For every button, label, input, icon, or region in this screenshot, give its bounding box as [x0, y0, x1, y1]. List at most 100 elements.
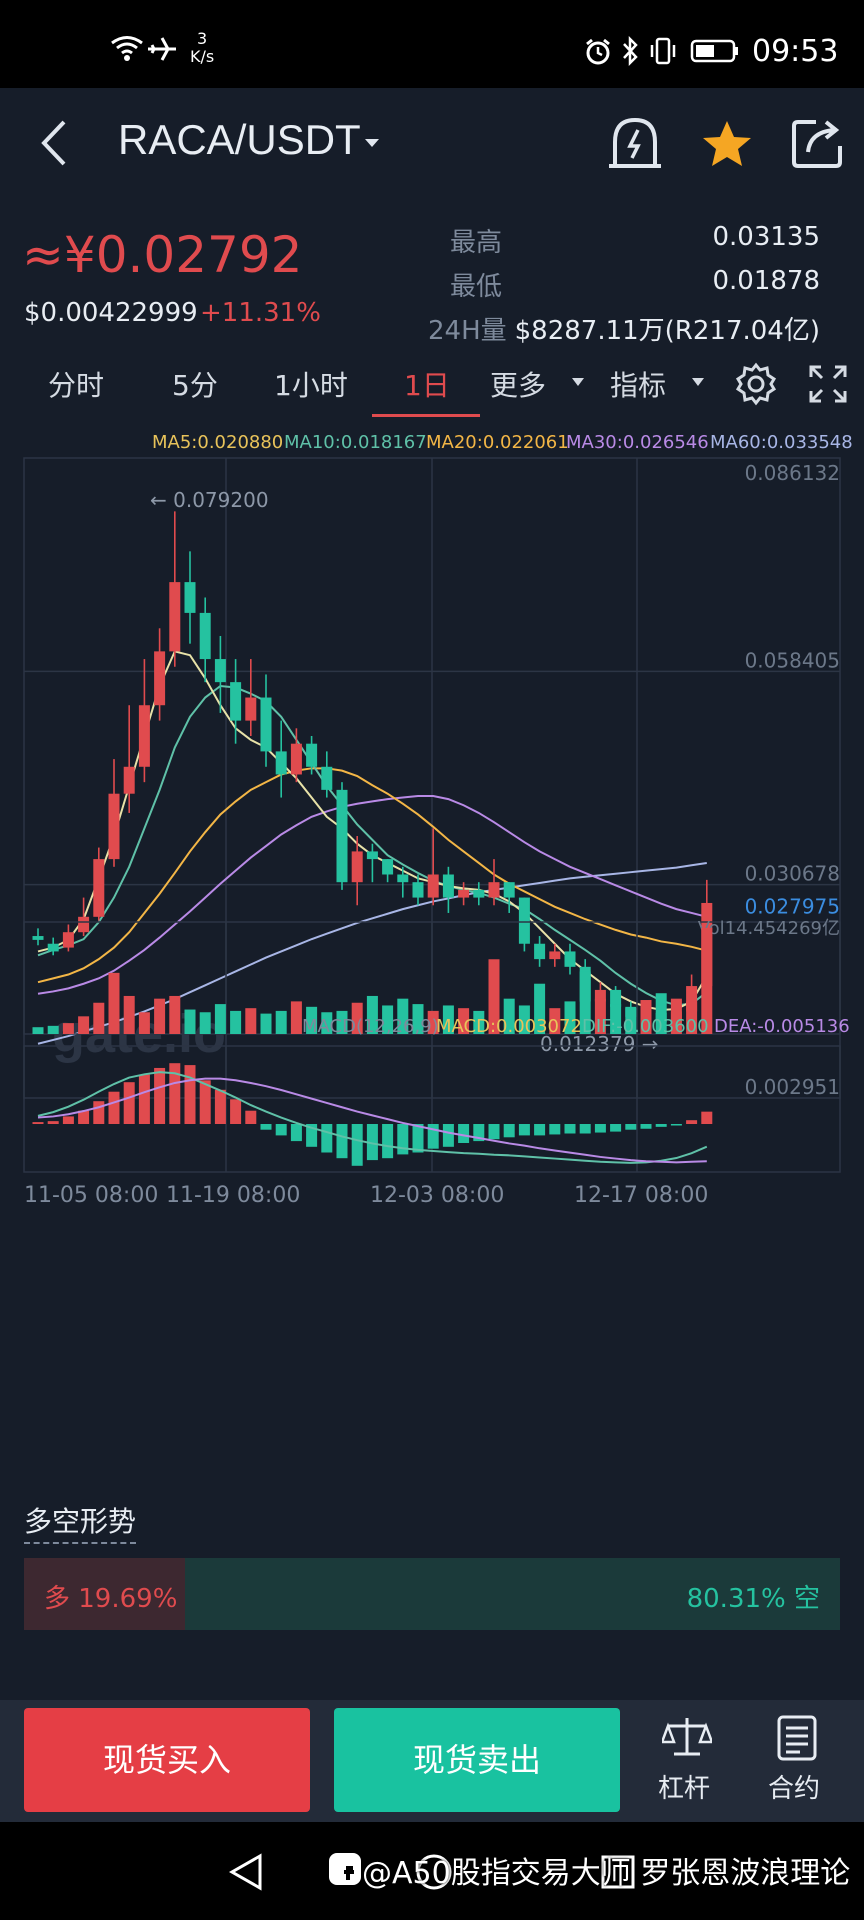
nav-back-icon[interactable] [226, 1852, 266, 1892]
macd-bar [427, 1124, 439, 1149]
macd-legend-label: DEA:-0.005136 [714, 1016, 850, 1037]
macd-bar [290, 1124, 302, 1142]
ma-legend: MA5:0.020880 MA10:0.018167 MA20:0.022061… [0, 428, 864, 456]
candle-body [230, 682, 242, 721]
fullscreen-icon[interactable] [808, 364, 848, 404]
ma5-label: MA5:0.020880 [152, 432, 284, 453]
macd-bar [154, 1067, 166, 1124]
low-value: 0.01878 [712, 266, 820, 296]
share-icon[interactable] [790, 114, 846, 170]
macd-bar [336, 1124, 348, 1159]
x-tick-label: 11-05 08:00 [24, 1183, 158, 1208]
timeframe-tabs: 分时 5分 1小时 1日 更多 指标 [0, 350, 864, 422]
volume-bar [534, 983, 546, 1034]
volume-bar [290, 1001, 302, 1034]
volume-bar [640, 1000, 652, 1034]
back-icon[interactable] [36, 118, 70, 168]
y-tick-label: 0.086132 [745, 461, 840, 485]
candle-body [518, 897, 530, 944]
volume-bar [260, 1013, 272, 1034]
nav-recents-icon[interactable] [598, 1852, 638, 1892]
max-price-annotation: ← 0.079200 [150, 488, 269, 512]
volume-bar [701, 928, 713, 1034]
quote-panel: ≈¥0.02792 $0.00422999 +11.31% 最高 0.03135… [0, 200, 864, 350]
candle-body [184, 582, 196, 613]
macd-bar [108, 1091, 120, 1124]
contract-button[interactable]: 合约 [750, 1710, 844, 1810]
contract-label: 合约 [768, 1774, 821, 1804]
nav-home-icon[interactable] [414, 1852, 454, 1892]
macd-bar [32, 1122, 44, 1124]
settings-gear-icon[interactable] [734, 362, 778, 406]
candle-body [275, 751, 287, 775]
volume-bar [32, 1027, 44, 1034]
more-chevron-icon [572, 378, 584, 386]
macd-bar [412, 1124, 424, 1153]
tab-1day[interactable]: 1日 [404, 369, 450, 402]
macd-bar [245, 1110, 257, 1124]
macd-bar [138, 1074, 150, 1124]
short-label: 80.31% 空 [686, 1584, 820, 1614]
volume-bar [686, 1001, 698, 1034]
x-tick-label: 11-19 08:00 [166, 1183, 300, 1208]
macd-bar [473, 1124, 485, 1142]
macd-bar [78, 1110, 90, 1124]
candle-body [93, 859, 105, 917]
candle-body [138, 705, 150, 767]
candle-body [108, 793, 120, 860]
macd-bar [260, 1124, 272, 1130]
volume-bar [184, 1009, 196, 1034]
volume-bar [245, 1008, 257, 1034]
pair-title[interactable]: RACA/USDT [118, 116, 361, 163]
macd-bar [199, 1080, 211, 1124]
volume-bar [473, 1010, 485, 1034]
macd-bar [640, 1124, 652, 1129]
ma60-line [37, 861, 707, 1045]
volume-bar [549, 1008, 561, 1034]
price-alert-icon[interactable] [606, 112, 664, 174]
macd-bar [123, 1082, 135, 1124]
tab-1hour[interactable]: 1小时 [274, 369, 348, 402]
chevron-down-icon[interactable] [362, 136, 382, 150]
action-bar: 现货买入 现货卖出 杠杆 合约 [0, 1700, 864, 1822]
macd-bar [655, 1124, 667, 1127]
kline-chart[interactable]: 0.0861320.0584050.0306780.002951gate.io←… [0, 452, 864, 1472]
dea-line [37, 1077, 707, 1164]
candle-body [245, 697, 257, 721]
volume-bar [351, 1002, 363, 1034]
tab-more[interactable]: 更多 [490, 369, 547, 402]
volume-bar [321, 1012, 333, 1034]
candle-body [62, 932, 74, 948]
tab-indicator[interactable]: 指标 [610, 369, 667, 402]
macd-bar [62, 1116, 74, 1124]
sentiment-bar: 多 19.69% 80.31% 空 [24, 1558, 840, 1630]
vibrate-icon [650, 37, 676, 65]
x-tick-label: 12-03 08:00 [370, 1183, 504, 1208]
candle-body [32, 936, 44, 940]
candle-body [351, 851, 363, 883]
candle-body [366, 851, 378, 860]
candle-body [594, 989, 606, 1002]
ma30-line [37, 795, 708, 995]
macd-bar [230, 1099, 242, 1124]
leverage-button[interactable]: 杠杆 [640, 1710, 734, 1810]
tab-5min[interactable]: 5分 [172, 369, 218, 402]
ma60-label: MA60:0.033548 [710, 432, 853, 453]
candle-body [47, 943, 59, 952]
candle-body [78, 916, 90, 933]
system-nav-bar: @A50股指交易大师 罗张恩波浪理论 [0, 1822, 864, 1920]
volume-bar [230, 1010, 242, 1034]
leverage-label: 杠杆 [658, 1774, 711, 1804]
tab-fenshi[interactable]: 分时 [48, 369, 105, 402]
volume-bar [594, 998, 606, 1034]
volume-label: Vol14.454269亿 [698, 918, 840, 939]
dif-line [37, 1071, 708, 1164]
macd-bar [214, 1089, 226, 1124]
favorite-star-icon[interactable] [700, 118, 754, 170]
spot-sell-button[interactable]: 现货卖出 [334, 1708, 620, 1812]
macd-bar [458, 1124, 470, 1143]
candle-body [306, 743, 318, 767]
airplane-icon [148, 37, 176, 61]
spot-buy-button[interactable]: 现货买入 [24, 1708, 310, 1812]
macd-bar [275, 1124, 287, 1136]
